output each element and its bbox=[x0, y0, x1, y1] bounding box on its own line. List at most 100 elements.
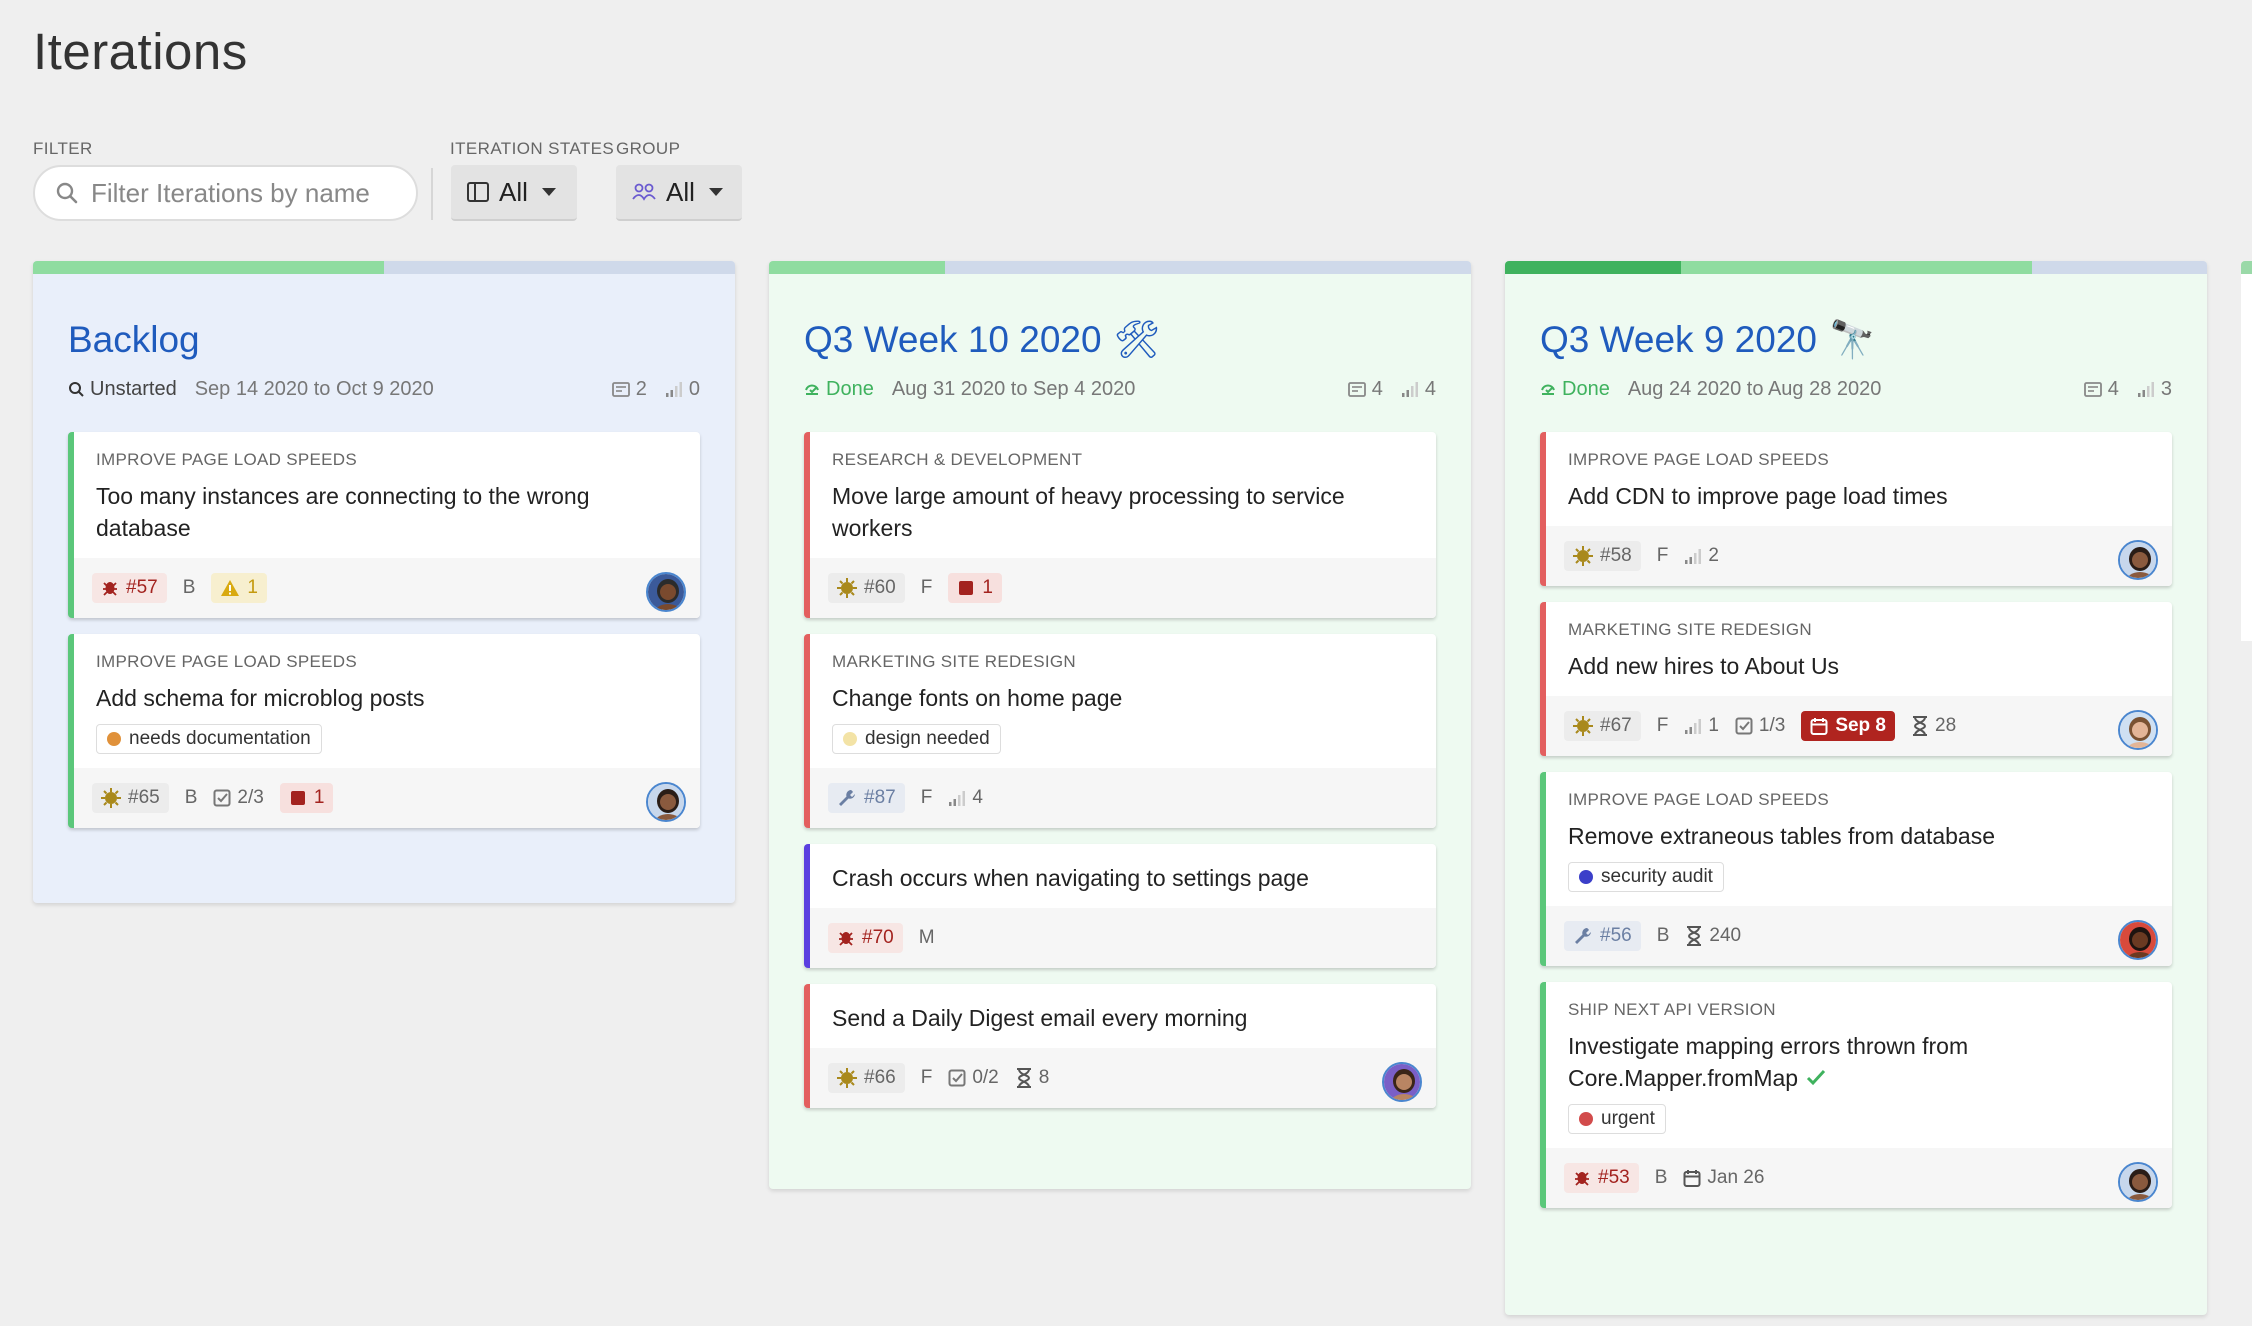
avatar-man-dark[interactable] bbox=[646, 572, 686, 612]
blocker-icon bbox=[959, 581, 974, 595]
story-id-badge[interactable]: #70 bbox=[828, 923, 903, 953]
meta-value: 2/3 bbox=[237, 787, 264, 808]
story-card[interactable]: IMPROVE PAGE LOAD SPEEDS Add schema for m… bbox=[68, 634, 700, 828]
iteration-meta: Done Aug 31 2020 to Sep 4 2020 4 4 bbox=[804, 374, 1436, 404]
story-type-letter: F bbox=[1656, 545, 1669, 566]
chevron-down-icon bbox=[708, 188, 723, 196]
story-card-body: IMPROVE PAGE LOAD SPEEDS Add schema for m… bbox=[74, 634, 700, 768]
story-card-footer: #56 B 240 bbox=[1546, 906, 2172, 966]
epic-name[interactable]: RESEARCH & DEVELOPMENT bbox=[832, 450, 1083, 469]
epic-name[interactable]: IMPROVE PAGE LOAD SPEEDS bbox=[96, 652, 358, 671]
story-card-list: IMPROVE PAGE LOAD SPEEDS Add CDN to impro… bbox=[1540, 432, 2172, 1208]
story-card[interactable]: Send a Daily Digest email every morning #… bbox=[804, 984, 1436, 1108]
iteration-name[interactable]: Q3 Week 10 2020 bbox=[804, 319, 1102, 360]
story-id-badge[interactable]: #65 bbox=[92, 783, 169, 813]
story-title[interactable]: Too many instances are connecting to the… bbox=[96, 480, 676, 544]
filter-iterations-input[interactable] bbox=[91, 177, 391, 209]
story-title[interactable]: Move large amount of heavy processing to… bbox=[832, 480, 1412, 544]
meta-value: 0/2 bbox=[972, 1067, 999, 1088]
bug-icon bbox=[839, 932, 853, 946]
story-type-letter: B bbox=[182, 577, 196, 598]
iteration-column: Backlog Unstarted Sep 14 2020 to Oct 9 202… bbox=[33, 261, 735, 903]
story-id-badge[interactable]: #57 bbox=[92, 573, 167, 603]
story-id-badge[interactable]: #67 bbox=[1564, 711, 1641, 741]
story-card-list: IMPROVE PAGE LOAD SPEEDS Too many instanc… bbox=[68, 432, 700, 828]
story-id-badge[interactable]: #60 bbox=[828, 573, 905, 603]
feature-icon bbox=[837, 1068, 857, 1088]
blocker-badge[interactable]: 1 bbox=[279, 783, 334, 813]
feature-icon bbox=[1573, 716, 1593, 736]
story-id-badge[interactable]: #53 bbox=[1564, 1163, 1639, 1193]
next-iteration-column-edge[interactable] bbox=[2241, 261, 2252, 641]
blocker-badge[interactable]: 1 bbox=[948, 573, 1002, 603]
epic-name[interactable]: IMPROVE PAGE LOAD SPEEDS bbox=[1568, 790, 1830, 809]
meta-value: 28 bbox=[1935, 715, 1957, 736]
story-id-badge[interactable]: #58 bbox=[1564, 541, 1641, 571]
group-dropdown[interactable]: All bbox=[616, 165, 742, 221]
epic-name[interactable]: MARKETING SITE REDESIGN bbox=[832, 652, 1076, 671]
meta-value: 240 bbox=[1709, 925, 1742, 946]
story-card[interactable]: SHIP NEXT API VERSION Investigate mapping… bbox=[1540, 982, 2172, 1208]
page-title: Iterations bbox=[33, 23, 248, 80]
story-title[interactable]: Add schema for microblog posts bbox=[96, 682, 676, 714]
epic-name[interactable]: IMPROVE PAGE LOAD SPEEDS bbox=[96, 450, 358, 469]
avatar-woman-dark[interactable] bbox=[2118, 540, 2158, 580]
story-label[interactable]: security audit bbox=[1568, 862, 1724, 892]
story-title[interactable]: Investigate mapping errors thrown from C… bbox=[1568, 1030, 2148, 1094]
story-card-body: MARKETING SITE REDESIGN Change fonts on h… bbox=[810, 634, 1436, 768]
story-card-footer: #65 B 2/3 1 bbox=[74, 768, 700, 828]
story-card[interactable]: IMPROVE PAGE LOAD SPEEDS Add CDN to impro… bbox=[1540, 432, 2172, 586]
story-title-text: Investigate mapping errors thrown from C… bbox=[1568, 1033, 1969, 1091]
story-id-badge[interactable]: #87 bbox=[828, 783, 905, 813]
iteration-title[interactable]: Q3 Week 9 2020 🔭 bbox=[1540, 318, 2207, 362]
story-title[interactable]: Remove extraneous tables from database bbox=[1568, 820, 2148, 852]
avatar-woman-light[interactable] bbox=[2118, 710, 2158, 750]
hourglass-icon bbox=[1687, 926, 1702, 946]
story-title[interactable]: Change fonts on home page bbox=[832, 682, 1412, 714]
story-card-body: SHIP NEXT API VERSION Investigate mapping… bbox=[1546, 982, 2172, 1148]
iteration-title[interactable]: Q3 Week 10 2020 🛠 bbox=[804, 318, 1471, 362]
story-title[interactable]: Add new hires to About Us bbox=[1568, 650, 2148, 682]
warning-badge[interactable]: 1 bbox=[211, 573, 267, 603]
iteration-name[interactable]: Q3 Week 9 2020 bbox=[1540, 319, 1817, 360]
iteration-states-dropdown[interactable]: All bbox=[451, 165, 577, 221]
story-card[interactable]: MARKETING SITE REDESIGN Change fonts on h… bbox=[804, 634, 1436, 828]
progress-remaining bbox=[944, 261, 1471, 274]
story-label[interactable]: design needed bbox=[832, 724, 1001, 754]
story-type-letter: B bbox=[1654, 1167, 1668, 1188]
done-icon bbox=[805, 384, 819, 395]
avatar-woman-dark[interactable] bbox=[2118, 1162, 2158, 1202]
epic-name[interactable]: MARKETING SITE REDESIGN bbox=[1568, 620, 1812, 639]
story-label[interactable]: urgent bbox=[1568, 1104, 1666, 1134]
story-card[interactable]: IMPROVE PAGE LOAD SPEEDS Too many instanc… bbox=[68, 432, 700, 618]
progress-remaining bbox=[384, 261, 735, 274]
calendar-icon bbox=[1810, 718, 1828, 735]
filter-search-box[interactable] bbox=[33, 165, 418, 221]
meta-value: #65 bbox=[128, 787, 160, 808]
story-label[interactable]: needs documentation bbox=[96, 724, 322, 754]
story-title[interactable]: Send a Daily Digest email every morning bbox=[832, 1002, 1412, 1034]
iteration-name[interactable]: Backlog bbox=[68, 319, 200, 360]
iteration-title[interactable]: Backlog bbox=[68, 318, 735, 362]
story-id-badge[interactable]: #56 bbox=[1564, 921, 1641, 951]
story-title[interactable]: Crash occurs when navigating to settings… bbox=[832, 862, 1412, 894]
epic-name[interactable]: IMPROVE PAGE LOAD SPEEDS bbox=[1568, 450, 1830, 469]
story-label-text: urgent bbox=[1601, 1108, 1655, 1129]
avatar-woman-dark[interactable] bbox=[646, 782, 686, 822]
unstarted-icon bbox=[69, 382, 84, 397]
story-card[interactable]: Crash occurs when navigating to settings… bbox=[804, 844, 1436, 968]
avatar-woman-curly[interactable] bbox=[1382, 1062, 1422, 1102]
due-date-badge[interactable]: Sep 8 bbox=[1801, 711, 1896, 741]
story-card[interactable]: IMPROVE PAGE LOAD SPEEDS Remove extraneou… bbox=[1540, 772, 2172, 966]
avatar-woman-curly-image bbox=[1384, 1064, 1420, 1100]
avatar-man-red[interactable] bbox=[2118, 920, 2158, 960]
story-title[interactable]: Add CDN to improve page load times bbox=[1568, 480, 2148, 512]
epic-name[interactable]: SHIP NEXT API VERSION bbox=[1568, 1000, 1776, 1019]
story-card[interactable]: RESEARCH & DEVELOPMENT Move large amount … bbox=[804, 432, 1436, 618]
controls-divider bbox=[431, 168, 433, 220]
meta-value: #53 bbox=[1598, 1167, 1630, 1188]
meta-value: 1/3 bbox=[1758, 715, 1786, 736]
story-card[interactable]: MARKETING SITE REDESIGN Add new hires to … bbox=[1540, 602, 2172, 756]
story-id-badge[interactable]: #66 bbox=[828, 1063, 905, 1093]
